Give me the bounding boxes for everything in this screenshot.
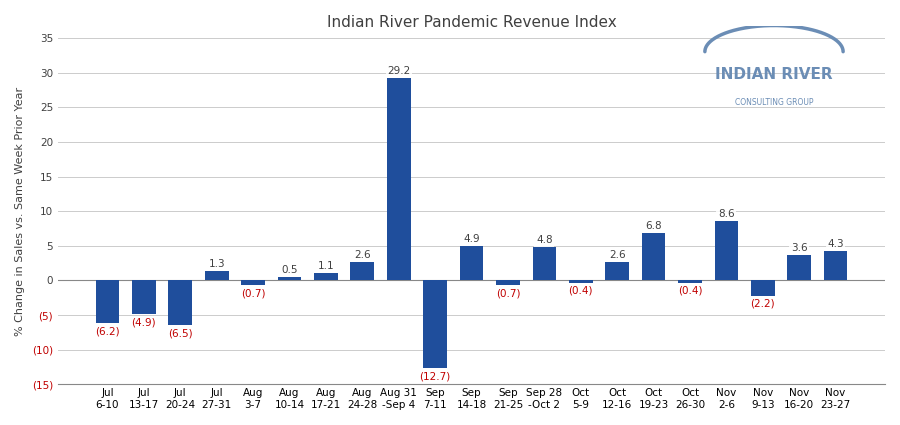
Bar — [642, 233, 665, 280]
Bar — [314, 273, 338, 281]
Bar — [423, 280, 447, 368]
Text: (6.5): (6.5) — [168, 328, 193, 338]
Bar — [350, 262, 374, 281]
Bar — [788, 255, 811, 280]
Text: (6.2): (6.2) — [95, 326, 120, 336]
Bar — [824, 251, 848, 280]
Text: (0.7): (0.7) — [241, 288, 266, 298]
Bar — [95, 280, 120, 323]
Text: (12.7): (12.7) — [419, 371, 451, 381]
Text: (0.7): (0.7) — [496, 288, 520, 298]
Bar — [715, 221, 738, 280]
Text: (0.4): (0.4) — [569, 286, 593, 296]
Bar — [751, 280, 775, 296]
Bar — [168, 280, 192, 326]
Text: 4.9: 4.9 — [464, 235, 480, 244]
Bar — [569, 280, 592, 283]
Text: 0.5: 0.5 — [282, 265, 298, 275]
Text: 3.6: 3.6 — [791, 244, 807, 253]
Text: 29.2: 29.2 — [387, 66, 410, 76]
Title: Indian River Pandemic Revenue Index: Indian River Pandemic Revenue Index — [327, 15, 616, 30]
Y-axis label: % Change in Sales vs. Same Week Prior Year: % Change in Sales vs. Same Week Prior Ye… — [15, 87, 25, 336]
Text: 4.3: 4.3 — [827, 238, 844, 249]
Text: 2.6: 2.6 — [608, 250, 626, 261]
Text: CONSULTING GROUP: CONSULTING GROUP — [734, 98, 814, 107]
Bar — [132, 280, 156, 314]
Bar — [460, 246, 483, 280]
Text: 8.6: 8.6 — [718, 209, 734, 219]
Text: 2.6: 2.6 — [354, 250, 371, 261]
Text: 6.8: 6.8 — [645, 221, 662, 231]
Text: 4.8: 4.8 — [536, 235, 553, 245]
Bar — [678, 280, 702, 283]
Bar — [387, 78, 410, 280]
Text: (4.9): (4.9) — [131, 317, 157, 327]
Bar — [496, 280, 520, 285]
Bar — [533, 247, 556, 280]
Text: INDIAN RIVER: INDIAN RIVER — [716, 67, 832, 82]
Text: 1.3: 1.3 — [209, 259, 225, 269]
Bar — [278, 277, 302, 280]
Text: (2.2): (2.2) — [751, 298, 775, 309]
Text: (0.4): (0.4) — [678, 286, 702, 296]
Bar — [205, 272, 229, 280]
Bar — [606, 262, 629, 281]
Text: 1.1: 1.1 — [318, 261, 334, 271]
Bar — [241, 280, 265, 285]
